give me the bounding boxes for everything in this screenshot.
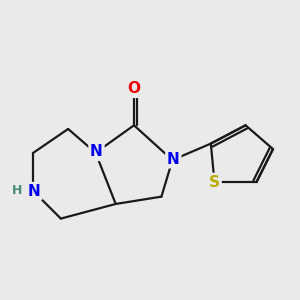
Text: N: N — [167, 152, 180, 166]
Text: O: O — [128, 81, 140, 96]
Text: N: N — [90, 144, 103, 159]
Text: S: S — [209, 175, 220, 190]
Text: N: N — [28, 184, 41, 199]
Text: H: H — [12, 184, 22, 197]
